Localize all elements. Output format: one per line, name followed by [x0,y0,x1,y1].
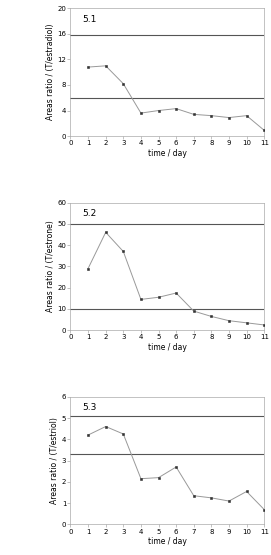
X-axis label: time / day: time / day [148,537,187,547]
Y-axis label: Areas ratio / (T/estradiol): Areas ratio / (T/estradiol) [46,24,54,120]
X-axis label: time / day: time / day [148,343,187,352]
Text: 5.3: 5.3 [82,403,96,412]
Y-axis label: Areas ratio / (T/estriol): Areas ratio / (T/estriol) [50,417,59,504]
X-axis label: time / day: time / day [148,149,187,158]
Text: 5.1: 5.1 [82,15,96,24]
Text: 5.2: 5.2 [82,209,96,218]
Y-axis label: Areas ratio / (T/estrone): Areas ratio / (T/estrone) [46,220,54,312]
